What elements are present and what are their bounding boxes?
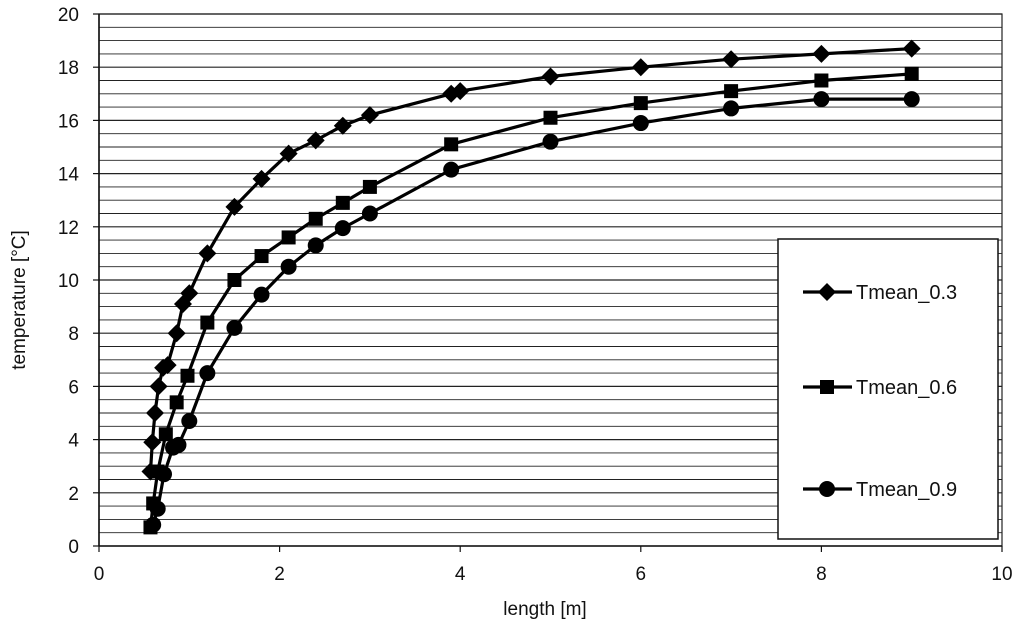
data-point [631, 58, 650, 77]
series-group [141, 39, 921, 535]
data-point [145, 404, 164, 422]
data-point [306, 131, 325, 150]
legend-label: Tmean_0.3 [856, 282, 957, 304]
y-tick-label: 2 [68, 484, 79, 505]
data-point [723, 100, 740, 117]
data-point [158, 427, 173, 442]
data-point [813, 91, 830, 108]
y-tick-label: 10 [58, 271, 79, 292]
data-point [360, 106, 379, 125]
data-point [904, 66, 919, 81]
y-tick-label: 6 [68, 377, 79, 398]
data-point [145, 516, 162, 533]
data-point [280, 258, 297, 275]
y-tick-label: 20 [58, 5, 79, 26]
legend-marker-icon [819, 481, 835, 497]
data-point [252, 169, 271, 188]
x-axis-label: length [m] [503, 599, 586, 620]
data-point [812, 44, 831, 63]
data-point [169, 395, 184, 410]
data-point [632, 115, 649, 132]
data-point [156, 466, 173, 483]
y-tick-label: 18 [58, 58, 79, 79]
legend-entry: Tmean_0.3 [803, 282, 957, 304]
data-point [362, 179, 377, 194]
series-diamond [141, 39, 921, 481]
y-tick-label: 0 [68, 537, 79, 558]
data-point [633, 96, 648, 111]
data-point [227, 273, 242, 287]
data-point [443, 161, 460, 178]
y-tick-label: 12 [58, 218, 79, 239]
x-tick-label: 6 [636, 564, 647, 585]
data-point [308, 211, 323, 226]
y-tick-label: 16 [58, 111, 79, 132]
data-point [451, 82, 470, 101]
data-point [444, 137, 459, 152]
x-tick-label: 8 [816, 564, 827, 585]
x-tick-label: 0 [94, 564, 105, 585]
data-point [903, 91, 920, 108]
data-point [158, 356, 177, 375]
data-point [307, 237, 324, 254]
data-point [180, 284, 199, 303]
data-point [722, 50, 741, 69]
legend-entry: Tmean_0.9 [803, 479, 957, 501]
data-point [200, 315, 215, 330]
data-point [167, 324, 186, 343]
data-point [279, 144, 298, 163]
series-square [143, 66, 919, 535]
series-circle [145, 91, 920, 533]
legend-entry: Tmean_0.6 [803, 377, 957, 399]
axes [93, 13, 1003, 552]
data-point [902, 39, 921, 58]
data-point [724, 84, 739, 99]
legend-label: Tmean_0.6 [856, 377, 957, 399]
data-point [181, 412, 198, 429]
data-point [149, 500, 166, 517]
data-point [335, 195, 350, 210]
data-point [149, 377, 168, 396]
x-tick-label: 2 [274, 564, 285, 585]
data-point [226, 319, 243, 336]
data-point [281, 230, 296, 245]
legend: Tmean_0.3 Tmean_0.6 Tmean_0.9 [777, 238, 999, 540]
y-axis-label: temperature [°C] [9, 230, 30, 370]
y-tick-label: 14 [58, 165, 80, 186]
data-point [254, 249, 269, 264]
data-point [180, 368, 195, 383]
x-tick-label: 10 [991, 564, 1012, 585]
data-point [143, 433, 162, 452]
y-tick-label: 8 [68, 324, 79, 345]
data-point [541, 67, 560, 86]
legend-label: Tmean_0.9 [856, 479, 957, 501]
legend-marker-icon [820, 380, 834, 394]
data-point [253, 286, 270, 303]
data-point [543, 110, 558, 125]
data-point [814, 73, 829, 88]
y-tick-label: 4 [68, 431, 79, 452]
data-point [170, 436, 187, 453]
data-point [334, 220, 351, 237]
data-point [198, 244, 217, 263]
legend-marker-icon [818, 283, 836, 301]
tick-labels: 0 2 4 6 8 10 0 2 4 6 8 10 12 14 16 18 20 [58, 5, 1013, 585]
data-point [333, 116, 352, 135]
data-point [225, 197, 244, 216]
data-point [542, 133, 559, 150]
x-tick-label: 4 [455, 564, 466, 585]
data-point [361, 205, 378, 222]
data-point [199, 365, 216, 382]
